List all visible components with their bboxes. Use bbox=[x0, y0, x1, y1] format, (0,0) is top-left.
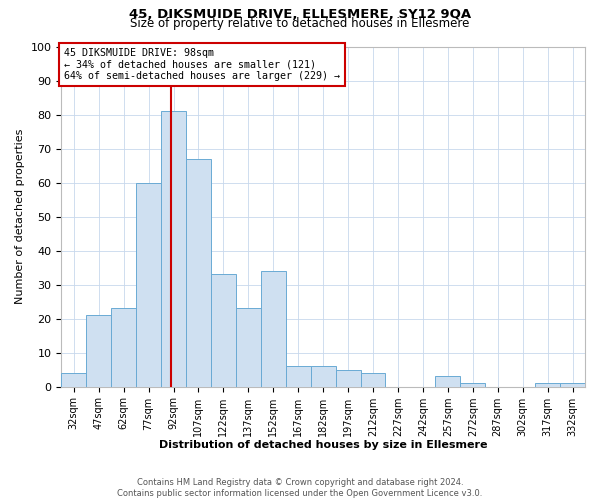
Y-axis label: Number of detached properties: Number of detached properties bbox=[15, 129, 25, 304]
Bar bbox=[136, 182, 161, 386]
Bar bbox=[535, 383, 560, 386]
Bar bbox=[335, 370, 361, 386]
Bar bbox=[186, 158, 211, 386]
Bar bbox=[111, 308, 136, 386]
Bar bbox=[361, 373, 385, 386]
Bar bbox=[236, 308, 261, 386]
Bar bbox=[86, 315, 111, 386]
Bar bbox=[436, 376, 460, 386]
Bar bbox=[560, 383, 585, 386]
Bar bbox=[261, 271, 286, 386]
Bar bbox=[286, 366, 311, 386]
Text: 45 DIKSMUIDE DRIVE: 98sqm
← 34% of detached houses are smaller (121)
64% of semi: 45 DIKSMUIDE DRIVE: 98sqm ← 34% of detac… bbox=[64, 48, 340, 82]
Bar bbox=[161, 111, 186, 386]
X-axis label: Distribution of detached houses by size in Ellesmere: Distribution of detached houses by size … bbox=[159, 440, 487, 450]
Bar bbox=[460, 383, 485, 386]
Text: 45, DIKSMUIDE DRIVE, ELLESMERE, SY12 9QA: 45, DIKSMUIDE DRIVE, ELLESMERE, SY12 9QA bbox=[129, 8, 471, 20]
Text: Size of property relative to detached houses in Ellesmere: Size of property relative to detached ho… bbox=[130, 16, 470, 30]
Text: Contains HM Land Registry data © Crown copyright and database right 2024.
Contai: Contains HM Land Registry data © Crown c… bbox=[118, 478, 482, 498]
Bar bbox=[211, 274, 236, 386]
Bar bbox=[61, 373, 86, 386]
Bar bbox=[311, 366, 335, 386]
